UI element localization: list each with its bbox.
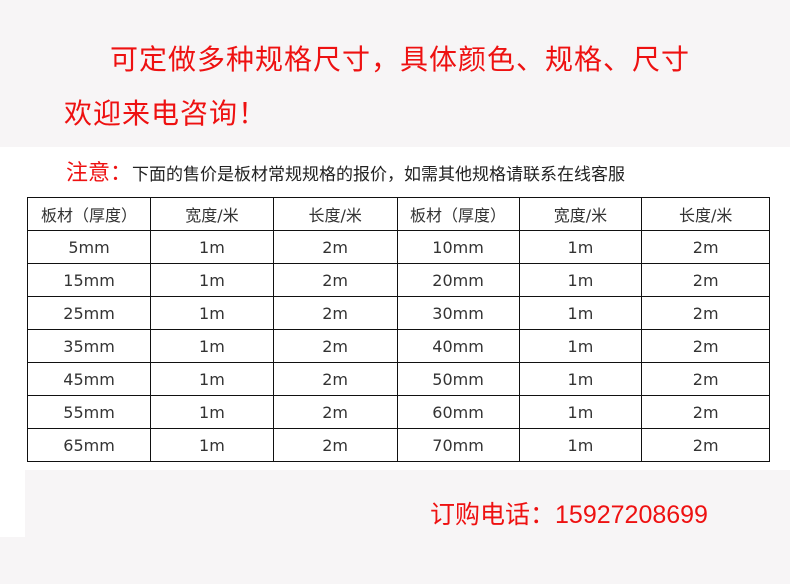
table-cell: 20mm (396, 263, 520, 297)
table-cell: 2m (641, 362, 770, 396)
table-cell: 2m (641, 263, 770, 297)
table-row: 25mm 1m 2m 30mm 1m 2m (26, 296, 770, 330)
table-cell: 1m (150, 428, 274, 462)
table-cell: 1m (150, 296, 274, 330)
table-header-cell: 板材（厚度） (26, 197, 152, 231)
table-cell: 15mm (26, 263, 152, 297)
table-cell: 2m (641, 296, 770, 330)
table-row: 55mm 1m 2m 60mm 1m 2m (26, 395, 770, 429)
table-cell: 2m (272, 230, 398, 264)
table-cell: 1m (518, 362, 643, 396)
table-cell: 2m (272, 395, 398, 429)
table-cell: 70mm (396, 428, 520, 462)
table-cell: 1m (150, 263, 274, 297)
table-header-cell: 板材（厚度） (396, 197, 520, 231)
table-cell: 2m (641, 329, 770, 363)
table-cell: 1m (518, 428, 643, 462)
spec-table: 板材（厚度） 宽度/米 长度/米 板材（厚度） 宽度/米 长度/米 5mm 1m 2m 10mm 1… (26, 197, 770, 462)
notice-text: 下面的售价是板材常规规格的报价，如需其他规格请联系在线客服 (132, 165, 626, 185)
table-cell: 55mm (26, 395, 152, 429)
table-cell: 1m (518, 296, 643, 330)
table-cell: 1m (150, 230, 274, 264)
table-row: 5mm 1m 2m 10mm 1m 2m (26, 230, 770, 264)
header-line-2: 欢迎来电咨询！ (64, 97, 268, 130)
table-cell: 60mm (396, 395, 520, 429)
notice: 注意：下面的售价是板材常规规格的报价，如需其他规格请联系在线客服 (66, 155, 625, 187)
table-header-cell: 长度/米 (641, 197, 770, 231)
table-header-cell: 长度/米 (272, 197, 398, 231)
table-row: 35mm 1m 2m 40mm 1m 2m (26, 329, 770, 363)
contact-phone: 订购电话：15927208699 (430, 495, 708, 531)
table-cell: 30mm (396, 296, 520, 330)
table-cell: 2m (272, 296, 398, 330)
table-header-row: 板材（厚度） 宽度/米 长度/米 板材（厚度） 宽度/米 长度/米 (26, 197, 770, 231)
table-cell: 5mm (26, 230, 152, 264)
footer-band (0, 537, 790, 584)
table-cell: 2m (641, 230, 770, 264)
table-cell: 2m (641, 428, 770, 462)
notice-label: 注意： (66, 161, 133, 186)
table-cell: 50mm (396, 362, 520, 396)
table-cell: 1m (518, 395, 643, 429)
table-row: 65mm 1m 2m 70mm 1m 2m (26, 428, 770, 462)
table-row: 15mm 1m 2m 20mm 1m 2m (26, 263, 770, 297)
table-header-cell: 宽度/米 (150, 197, 274, 231)
table-cell: 2m (272, 329, 398, 363)
phone-label: 订购电话： (430, 501, 556, 529)
contact-banner (25, 470, 790, 538)
table-cell: 10mm (396, 230, 520, 264)
header-line-1: 可定做多种规格尺寸，具体颜色、规格、尺寸 (110, 43, 691, 76)
table-cell: 2m (272, 263, 398, 297)
table-cell: 1m (150, 329, 274, 363)
phone-number: 15927208699 (555, 501, 708, 529)
table-header-cell: 宽度/米 (518, 197, 643, 231)
table-cell: 2m (641, 395, 770, 429)
header-banner (0, 0, 790, 147)
table-cell: 1m (518, 230, 643, 264)
table-row: 45mm 1m 2m 50mm 1m 2m (26, 362, 770, 396)
table-cell: 1m (518, 329, 643, 363)
table-cell: 1m (150, 362, 274, 396)
table-cell: 2m (272, 428, 398, 462)
table-cell: 25mm (26, 296, 152, 330)
table-cell: 35mm (26, 329, 152, 363)
table-cell: 2m (272, 362, 398, 396)
table-cell: 40mm (396, 329, 520, 363)
table-cell: 65mm (26, 428, 152, 462)
table-cell: 45mm (26, 362, 152, 396)
table-cell: 1m (150, 395, 274, 429)
table-cell: 1m (518, 263, 643, 297)
